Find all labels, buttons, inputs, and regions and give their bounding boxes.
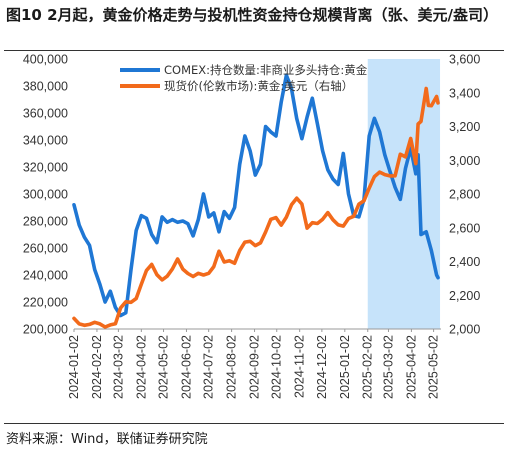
y-right-tick-label: 3,600: [449, 53, 480, 67]
y-right-tick-label: 3,000: [449, 154, 480, 168]
x-tick-label: 2024-10-02: [270, 335, 284, 399]
y-left-tick-label: 380,000: [23, 80, 68, 94]
x-tick-label: 2025-01-02: [338, 335, 352, 399]
series-line-comex-long-positions: [72, 73, 440, 318]
x-tick-label: 2024-03-02: [111, 335, 125, 399]
x-tick-label: 2024-06-02: [179, 335, 193, 399]
y-left-tick-label: 200,000: [23, 323, 68, 337]
legend-label-gold: 现货价(伦敦市场):黄金:美元（右轴）: [164, 79, 353, 93]
title-rule: [4, 50, 504, 51]
y-left-tick-label: 240,000: [23, 269, 68, 283]
x-tick-label: 2025-04-02: [404, 335, 418, 399]
y-left-tick-label: 280,000: [23, 215, 68, 229]
x-tick-label: 2024-02-02: [90, 335, 104, 399]
y-left-tick-label: 220,000: [23, 296, 68, 310]
x-tick-label: 2024-04-02: [134, 335, 148, 399]
x-tick-label: 2024-09-02: [248, 335, 262, 399]
x-tick-label: 2024-07-02: [202, 335, 216, 399]
y-left-tick-label: 400,000: [23, 53, 68, 67]
y-left-tick-label: 340,000: [23, 134, 68, 148]
y-right-tick-label: 2,800: [449, 188, 480, 202]
y-left-tick-label: 260,000: [23, 242, 68, 256]
x-tick-label: 2024-08-02: [225, 335, 239, 399]
x-tick-label: 2024-05-02: [157, 335, 171, 399]
x-tick-label: 2025-03-02: [381, 335, 395, 399]
x-tick-label: 2025-05-02: [427, 335, 441, 399]
legend-label-comex: COMEX:持仓数量:非商业多头持仓:黄金: [164, 63, 368, 77]
y-left-tick-label: 300,000: [23, 188, 68, 202]
y-left-tick-label: 320,000: [23, 161, 68, 175]
source-note: 资料来源：Wind，联储证券研究院: [6, 432, 208, 447]
x-tick-label: 2024-11-02: [293, 335, 307, 398]
series-line-london-gold-price: [72, 86, 440, 329]
y-right-tick-label: 2,600: [449, 221, 480, 235]
chart-title: 图10 2月起，黄金价格走势与投机性资金持仓规模背离（张、美元/盎司）: [6, 6, 499, 24]
x-tick-label: 2025-02-02: [361, 335, 375, 399]
x-tick-label: 2024-12-02: [315, 335, 329, 399]
y-right-tick-label: 3,200: [449, 120, 480, 134]
y-right-tick-label: 2,000: [449, 323, 480, 337]
y-right-tick-label: 2,400: [449, 255, 480, 269]
y-right-tick-label: 2,200: [449, 289, 480, 303]
source-rule: [4, 423, 504, 424]
y-left-tick-label: 360,000: [23, 107, 68, 121]
x-tick-label: 2024-01-02: [67, 335, 81, 399]
y-right-tick-label: 3,400: [449, 86, 480, 100]
